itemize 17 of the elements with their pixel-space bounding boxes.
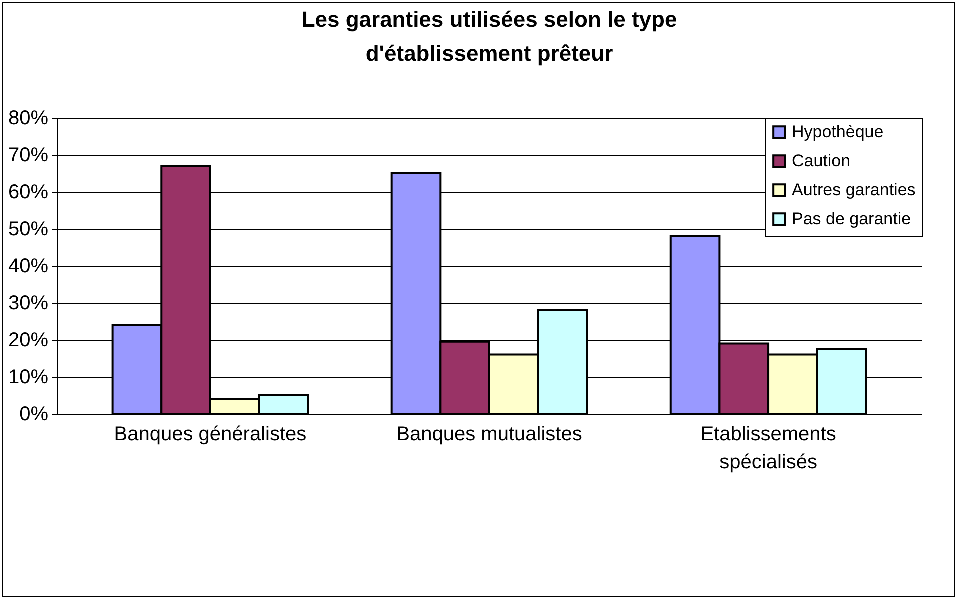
legend-label: Pas de garantie: [792, 210, 912, 228]
y-tick-label: 60%: [8, 182, 49, 204]
x-tick-label: Etablissements spécialisés: [700, 424, 836, 474]
x-tick-label: Banques généralistes: [114, 424, 307, 446]
legend-label: Caution: [792, 152, 851, 170]
y-tick-label: 30%: [8, 292, 49, 314]
y-tick-label: 50%: [8, 218, 49, 240]
y-tick-label: 70%: [8, 144, 49, 166]
y-tick-label: 20%: [8, 330, 49, 352]
y-tick-label: 0%: [20, 404, 49, 426]
y-tick-label: 80%: [8, 108, 49, 130]
y-tick-label: 40%: [8, 256, 49, 278]
legend-label: Hypothèque: [792, 122, 884, 142]
chart-title: Les garanties utilisées selon le type d'établissement prêteur: [302, 7, 678, 66]
legend-label: Autres garanties: [792, 180, 916, 200]
y-tick-label: 10%: [8, 366, 49, 388]
x-tick-label: Banques mutualistes: [396, 424, 582, 446]
